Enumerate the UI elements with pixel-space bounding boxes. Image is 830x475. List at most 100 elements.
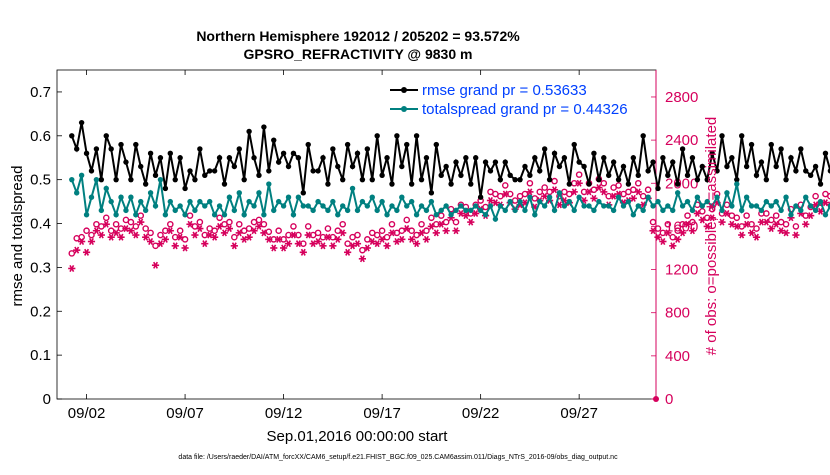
assimilated-obs-marker [472,209,480,217]
y-right-tick-label: 0 [665,391,673,408]
possible-obs-marker [181,236,189,243]
spread-point [492,216,499,222]
rmse-point [482,159,489,165]
spread-point [103,185,109,192]
rmse-point [108,146,114,152]
assimilated-obs-marker-stroke [113,229,119,237]
rmse-point [768,141,774,148]
assimilated-obs-marker [156,240,165,248]
assimilated-obs-marker [142,233,150,241]
possible-obs-marker [442,218,450,226]
assimilated-obs-marker-stroke [734,222,740,230]
y-right-tick-label: 800 [665,305,690,322]
rmse-point [399,163,405,170]
rmse-point [537,168,543,174]
spread-point [635,203,641,209]
assimilated-obs-marker-stroke [773,220,779,228]
assimilated-obs-marker-stroke [399,235,405,243]
spread-point [404,203,410,209]
possible-obs-marker [615,182,622,189]
possible-obs-marker [767,216,775,224]
assimilated-obs-marker [319,242,327,250]
rmse-point [300,190,306,196]
spread-point [709,203,715,209]
spread-point [625,198,632,205]
spread-point [522,207,528,214]
spread-point [152,203,159,209]
rmse-point [433,141,440,148]
spread-point [226,194,233,200]
assimilated-obs-marker-stroke [162,235,168,243]
assimilated-obs-marker-stroke [428,222,434,230]
rmse-point [753,172,760,178]
possible-obs-marker [324,225,332,232]
rmse-point [197,146,203,152]
spread-point [187,198,193,205]
spread-point [418,203,425,209]
rmse-point [532,155,538,161]
rmse-point [650,159,656,165]
rmse-point [74,146,80,152]
spread-point [596,198,602,205]
possible-obs-marker [255,216,263,224]
y-axis-left: 0 0.1 0.2 0.3 0.4 0.5 0.6 0.7 [30,84,62,408]
assimilated-obs-marker-stroke [635,188,641,196]
assimilated-obs-marker [289,231,298,239]
y-left-tick-label: 0.1 [30,347,51,364]
spread-point [655,198,661,205]
rmse-point [512,176,518,183]
spread-point [177,203,183,209]
rmse-point [98,176,105,183]
assimilated-obs-marker [669,242,677,250]
rmse-point [157,155,164,161]
assimilated-obs-marker [600,188,608,196]
y-left-tick-label: 0 [43,391,51,408]
spread-point [517,198,523,205]
assimilated-obs-marker [442,227,450,235]
rmse-point [177,155,183,161]
assimilated-obs-marker-stroke [320,242,326,250]
spread-point [128,194,134,200]
spread-point [433,212,440,218]
rmse-point [305,141,311,148]
rmse-point [822,150,829,157]
spread-point [413,212,420,218]
rmse-point [625,181,632,187]
rmse-point [463,155,469,161]
rmse-point [335,163,341,170]
spread-point [537,198,543,205]
assimilated-obs-marker [733,222,741,230]
spread-point [650,203,656,209]
assimilated-obs-marker-stroke [271,244,277,252]
assimilated-obs-marker [417,229,426,237]
spread-point [576,194,582,200]
rmse-point [384,155,390,161]
assimilated-obs-marker-stroke [148,237,154,246]
rmse-point [492,159,499,165]
assimilated-obs-marker [664,229,672,237]
assimilated-obs-marker-stroke [128,227,134,235]
assimilated-obs-marker-stroke [261,229,267,237]
assimilated-obs-marker-stroke [670,242,676,250]
rmse-point [763,176,770,183]
assimilated-obs-marker [73,246,81,254]
assimilated-obs-marker [792,231,800,239]
spread-point [330,198,336,205]
assimilated-obs-marker-stroke [241,235,247,243]
spread-point [399,194,405,200]
rmse-point [561,155,568,161]
assimilated-obs-marker-stroke [487,197,493,205]
spread-point [340,203,346,209]
possible-obs-marker [526,179,534,187]
assimilated-obs-marker [82,248,91,256]
spread-point [280,203,287,209]
spread-point [556,190,563,196]
possible-obs-marker [428,214,435,222]
rmse-point [404,141,410,148]
assimilated-obs-marker [348,242,357,250]
assimilated-obs-marker-stroke [704,222,710,230]
assimilated-obs-marker-stroke [226,225,232,233]
assimilated-obs-marker-stroke [611,192,617,200]
y-axis-left-label: rmse and totalspread [9,166,26,307]
rmse-point [271,137,277,143]
